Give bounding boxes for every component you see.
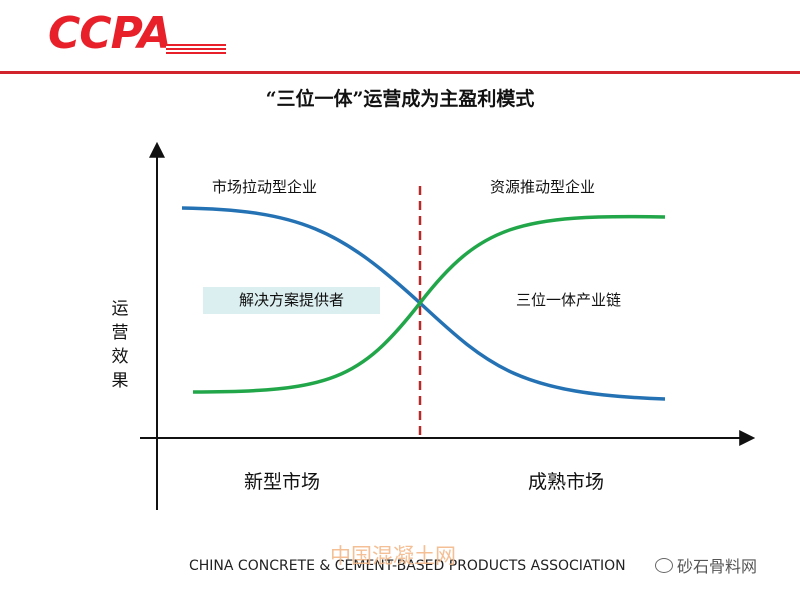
logo-stripe (166, 44, 226, 54)
footer-association-name: CHINA CONCRETE & CEMENT-BASED PRODUCTS A… (189, 558, 626, 574)
x-category-new-market: 新型市场 (244, 471, 321, 493)
account-watermark: 砂石骨料网 (655, 553, 757, 577)
site-watermark: 中国混凝土网 (330, 544, 456, 568)
market-pull-label: 市场拉动型企业 (212, 178, 318, 196)
y-axis-label: 运营效果 (111, 299, 129, 391)
header-divider (0, 71, 800, 74)
logo-text: CCPA (48, 8, 172, 59)
slide-title: “三位一体”运营成为主盈利模式 (265, 88, 535, 110)
x-category-mature-market: 成熟市场 (528, 471, 605, 493)
wechat-icon (655, 557, 673, 573)
solution-provider-box: 解决方案提供者 (203, 287, 380, 314)
resource-push-label: 资源推动型企业 (490, 178, 596, 196)
three-in-one-chain-label: 三位一体产业链 (516, 291, 622, 309)
resource-push-curve (192, 214, 666, 394)
account-watermark-text: 砂石骨料网 (677, 557, 758, 576)
ccpa-logo: CCPA (48, 8, 226, 59)
